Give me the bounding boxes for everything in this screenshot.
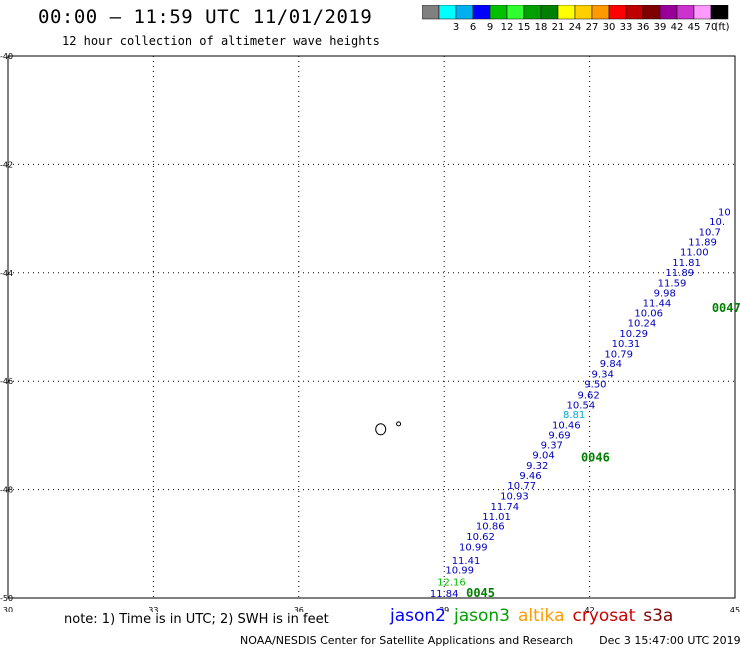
pass-time-label: 0046 [581,450,610,464]
longitude-tick-label: 42 [585,606,595,612]
color-bin-label: 42 [671,22,684,33]
wave-height-label: 10.46 [552,420,581,431]
wave-height-label: 9.32 [526,461,548,472]
wave-height-label: 11.59 [658,278,687,289]
color-bin-label: 21 [552,22,565,33]
wave-height-label: 9.69 [548,431,570,442]
wave-height-label: 9.98 [654,289,676,300]
legend-item-jason2: jason2 [390,606,446,626]
wave-height-label: 9.84 [600,359,622,370]
units-note: note: 1) Time is in UTC; 2) SWH is in fe… [64,612,329,627]
color-bin-label: 45 [688,22,701,33]
wave-height-label: 10.7 [699,227,721,238]
page-subtitle: 12 hour collection of altimeter wave hei… [62,34,380,48]
wave-height-label: 10 [718,207,731,218]
satellite-legend: jason2 jason3 altika cryosat s3a [390,606,681,626]
wave-height-label: 11.74 [490,502,519,513]
color-bin-label: 3 [453,22,459,33]
pass-time-label: 0045 [466,586,495,600]
color-bin-label: 39 [654,22,667,33]
legend-item-jason3: jason3 [454,606,510,626]
latitude-tick-label: -46 [0,377,13,386]
color-bin-label: 36 [637,22,650,33]
wave-height-label: 10.79 [604,349,633,360]
latitude-tick-label: -50 [0,594,13,603]
wave-height-label: 10.06 [634,309,663,320]
color-bin [710,5,729,20]
wave-height-label: 11.89 [665,268,694,279]
wave-height-label: 10.31 [612,339,641,350]
map-frame [7,55,736,599]
latitude-tick-label: -48 [0,486,13,495]
wave-height-label: 9.50 [584,380,606,391]
legend-item-cryosat: cryosat [572,606,636,626]
wave-height-label: 10.29 [619,329,648,340]
wave-height-label: 8.81 [563,410,585,421]
color-bin-label: 27 [586,22,599,33]
color-bin-label: 6 [470,22,476,33]
wave-height-label: 11.41 [452,556,481,567]
latitude-tick-label: -40 [0,52,13,61]
wave-height-label: 10.54 [567,400,596,411]
color-bin-label: 30 [603,22,616,33]
longitude-tick-label: 45 [730,606,740,612]
latitude-tick-label: -42 [0,160,13,169]
longitude-tick-label: 30 [3,606,13,612]
color-bin-label: 24 [569,22,582,33]
footer: NOAA/NESDIS Center for Satellite Applica… [240,634,740,647]
pass-time-label: 0047 [712,301,740,315]
longitude-tick-label: 36 [294,606,304,612]
footer-agency: NOAA/NESDIS Center for Satellite Applica… [240,634,574,647]
color-scale-unit: (ft) [714,22,729,33]
wave-height-map: 30 33 36 39 42 45 -40 -42 -44 -46 -48 -50 11.84 10.99… [0,52,740,612]
wave-height-label: 11.00 [680,247,709,258]
wave-height-label: 11.44 [643,298,672,309]
color-scale-legend: 3 6 9 12 15 18 21 24 27 30 33 36 39 42 45 70(ft) [422,5,730,33]
color-bin-label: 15 [518,22,531,33]
footer-timestamp: Dec 3 15:47:00 UTC 2019 [599,634,740,647]
wave-height-label: 10. [709,217,725,228]
wave-height-label: 11.81 [672,258,701,269]
latitude-tick-label: -44 [0,269,13,278]
color-bin-label: 70 [705,22,718,33]
wave-height-label: 11.89 [688,238,717,249]
island-outline [375,421,402,436]
color-bin-label: 33 [620,22,633,33]
wave-height-label: 10.77 [507,481,536,492]
color-bin-label: 12 [501,22,514,33]
wave-height-label: 11.84 [430,589,459,600]
wave-height-label: 10.24 [628,318,657,329]
longitude-tick-label: 39 [439,606,449,612]
longitude-tick-label: 33 [148,606,158,612]
legend-item-altika: altika [518,606,565,626]
color-bin-label: 9 [487,22,493,33]
color-bin-label: 18 [535,22,548,33]
wave-height-label: 10.93 [500,491,529,502]
wave-height-label: 10.99 [459,542,488,553]
legend-item-s3a: s3a [643,606,674,626]
wave-height-label: 11.01 [482,512,511,523]
wave-height-label: 10.62 [466,532,495,543]
wave-height-label: 9.46 [519,471,541,482]
wave-height-label: 9.34 [592,369,614,380]
page-title: 00:00 – 11:59 UTC 11/01/2019 [38,6,373,28]
wave-height-label: 12.16 [437,578,466,589]
wave-height-label: 9.04 [532,451,554,462]
wave-height-label: 10.86 [476,522,505,533]
wave-height-label: 9.62 [577,391,599,402]
wave-height-label: 9.37 [541,440,563,451]
wave-height-label: 10.99 [445,566,474,577]
